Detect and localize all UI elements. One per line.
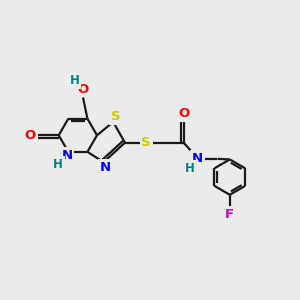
Text: O: O: [77, 83, 88, 96]
Text: N: N: [61, 149, 72, 162]
Text: O: O: [24, 129, 35, 142]
Text: N: N: [100, 161, 111, 174]
Text: H: H: [185, 162, 195, 175]
Text: S: S: [111, 110, 120, 123]
Text: S: S: [141, 136, 151, 148]
Text: N: N: [192, 152, 203, 165]
Text: H: H: [70, 74, 80, 87]
Text: F: F: [225, 208, 234, 221]
Text: H: H: [53, 158, 63, 171]
Text: O: O: [178, 107, 190, 120]
